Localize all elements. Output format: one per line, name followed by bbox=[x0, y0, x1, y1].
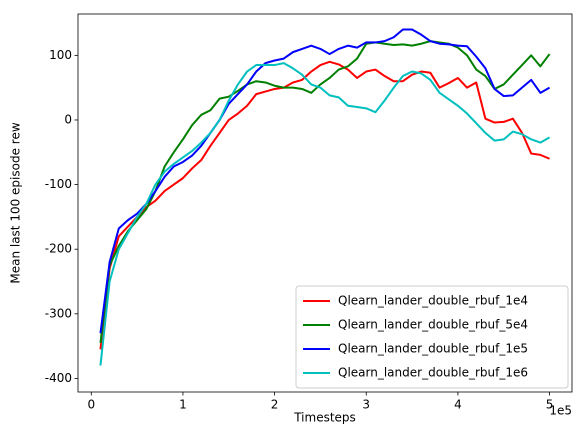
y-tick-label: 100 bbox=[49, 48, 72, 62]
y-tick-label: -100 bbox=[45, 177, 72, 191]
series-line bbox=[99, 28, 551, 334]
x-tick-label: 1 bbox=[179, 398, 187, 412]
legend-label: Qlearn_lander_double_rbuf_1e4 bbox=[338, 294, 528, 308]
x-axis-label: Timesteps bbox=[293, 411, 356, 425]
x-tick-label: 2 bbox=[271, 398, 279, 412]
legend-label: Qlearn_lander_double_rbuf_5e4 bbox=[338, 318, 528, 332]
series-line bbox=[99, 62, 551, 366]
series-line bbox=[99, 40, 551, 344]
series-line bbox=[99, 60, 550, 350]
y-tick-label: 0 bbox=[64, 112, 72, 126]
legend-box bbox=[295, 285, 569, 389]
y-tick-label: -300 bbox=[45, 306, 72, 320]
legend-label: Qlearn_lander_double_rbuf_1e6 bbox=[338, 366, 528, 380]
y-tick-label: -200 bbox=[45, 242, 72, 256]
axes-frame bbox=[77, 13, 573, 393]
legend-label: Qlearn_lander_double_rbuf_1e5 bbox=[338, 342, 528, 356]
x-tick-label: 5 bbox=[546, 398, 554, 412]
x-tick-label: 4 bbox=[454, 398, 462, 412]
x-tick-label: 3 bbox=[362, 398, 370, 412]
y-axis-label: Mean last 100 episode rew bbox=[9, 122, 23, 283]
x-offset-label: 1e5 bbox=[549, 404, 572, 418]
x-tick-label: 0 bbox=[87, 398, 95, 412]
y-tick-label: -400 bbox=[45, 371, 72, 385]
